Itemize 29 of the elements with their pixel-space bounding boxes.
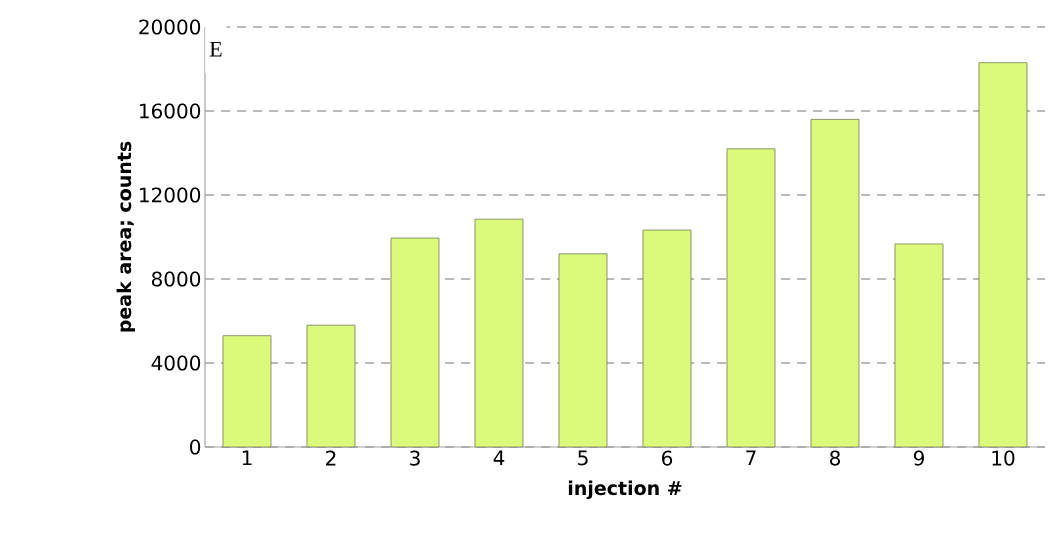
x-tick-label: 10 bbox=[992, 450, 1015, 466]
x-tick-label: 2 bbox=[326, 450, 336, 466]
y-tick-label: 16000 bbox=[140, 103, 201, 119]
bar bbox=[390, 237, 440, 448]
y-tick-label: 0 bbox=[190, 439, 201, 455]
y-tick-label: 4000 bbox=[151, 355, 201, 371]
x-axis-title: injection # bbox=[568, 480, 682, 500]
bar bbox=[558, 253, 608, 448]
y-tick-label: 20000 bbox=[139, 19, 201, 35]
bar bbox=[474, 218, 524, 448]
x-tick-label: 5 bbox=[578, 450, 588, 466]
annotation: E bbox=[209, 41, 222, 57]
x-tick-label: 3 bbox=[410, 450, 420, 466]
x-tick-label: 9 bbox=[913, 450, 924, 466]
bar bbox=[894, 243, 944, 448]
y-tick-label: 12000 bbox=[140, 187, 201, 203]
x-tick-label: 8 bbox=[830, 450, 840, 466]
bar bbox=[726, 148, 776, 448]
bar bbox=[642, 229, 692, 448]
x-tick-label: 4 bbox=[493, 450, 505, 466]
bar bbox=[222, 335, 272, 448]
bar bbox=[306, 324, 356, 448]
y-axis-title: peak area; counts bbox=[116, 141, 135, 332]
x-tick-label: 7 bbox=[746, 450, 756, 466]
bar bbox=[978, 62, 1028, 448]
x-tick-label: 6 bbox=[662, 450, 673, 466]
y-tick-label: 8000 bbox=[151, 271, 201, 287]
bar bbox=[810, 119, 860, 448]
x-tick-label: 1 bbox=[242, 450, 252, 466]
